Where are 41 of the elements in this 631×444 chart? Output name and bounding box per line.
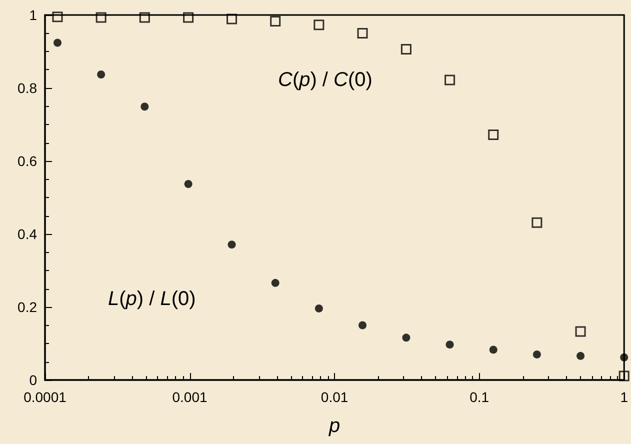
point (575, 326, 586, 337)
point (489, 346, 498, 354)
x-axis-title: p (328, 415, 340, 437)
point (358, 321, 367, 330)
point (96, 12, 106, 23)
point (184, 180, 192, 188)
point (97, 70, 106, 78)
y-tick-label: 1 (29, 7, 38, 23)
point (54, 38, 62, 47)
annotation: L(p) / L(0) (108, 288, 196, 310)
point (402, 334, 410, 342)
point (226, 14, 238, 24)
x-tick-label: 0.0001 (24, 389, 67, 405)
point (183, 12, 194, 23)
point (314, 20, 324, 30)
x-tick-label: 1 (620, 389, 628, 405)
x-tick-label: 0.001 (172, 389, 208, 405)
y-tick-label: 0.4 (18, 226, 38, 242)
point (52, 12, 63, 22)
y-tick-label: 0.8 (18, 80, 38, 96)
point (532, 217, 542, 228)
x-tick-label: 0.01 (320, 389, 348, 405)
y-tick-label: 0.2 (18, 299, 38, 315)
point (620, 353, 628, 362)
point (228, 240, 236, 249)
point (270, 16, 281, 26)
point (400, 44, 412, 55)
point (139, 12, 150, 23)
point (446, 340, 454, 349)
point (576, 352, 585, 360)
y-tick-label: 0 (29, 372, 38, 388)
annotation: C(p) / C(0) (278, 69, 372, 91)
point (488, 129, 499, 140)
point (314, 304, 323, 312)
point (140, 102, 149, 111)
x-tick-label: 0.1 (470, 389, 490, 405)
point (271, 278, 280, 287)
y-tick-label: 0.6 (18, 153, 38, 169)
point (444, 74, 456, 86)
point (357, 28, 368, 38)
point (532, 350, 541, 358)
